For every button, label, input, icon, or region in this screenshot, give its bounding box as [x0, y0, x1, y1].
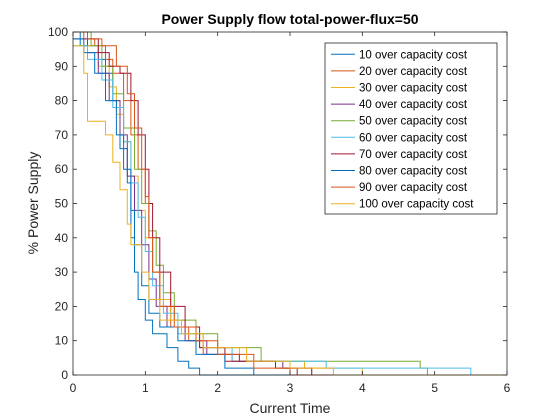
x-tick-label: 2 — [214, 381, 221, 395]
legend-label: 10 over capacity cost — [359, 49, 468, 61]
series-line-4 — [73, 38, 507, 376]
y-tick-label: 20 — [55, 299, 69, 313]
legend-label: 70 over capacity cost — [359, 149, 468, 161]
series-layer — [73, 31, 507, 376]
x-tick-label: 0 — [70, 381, 77, 395]
series-line-9 — [73, 31, 507, 376]
legend: 10 over capacity cost 20 over capacity co… — [324, 42, 498, 215]
y-axis-label: % Power Supply — [25, 152, 41, 255]
x-tick-label: 1 — [142, 381, 149, 395]
y-tick-label: 80 — [55, 94, 69, 108]
x-tick-label: 3 — [287, 381, 294, 395]
x-tick-label: 5 — [431, 381, 438, 395]
legend-label: 100 over capacity cost — [359, 199, 474, 211]
legend-label: 60 over capacity cost — [359, 132, 468, 144]
legend-label: 50 over capacity cost — [359, 116, 468, 128]
y-tick-label: 100 — [48, 25, 68, 39]
legend-label: 20 over capacity cost — [359, 66, 468, 78]
x-tick-label: 4 — [359, 381, 366, 395]
legend-label: 90 over capacity cost — [359, 182, 468, 194]
y-tick-label: 50 — [55, 197, 69, 211]
x-axis-label: Current Time — [250, 400, 331, 416]
legend-box — [324, 42, 498, 215]
series-line-5 — [73, 31, 507, 376]
y-tick-label: 30 — [55, 265, 69, 279]
y-tick-label: 0 — [61, 368, 68, 382]
y-tick-label: 10 — [55, 334, 69, 348]
legend-label: 40 over capacity cost — [359, 99, 468, 111]
y-tick-label: 90 — [55, 59, 69, 73]
series-line-1 — [73, 31, 507, 376]
y-tick-label: 60 — [55, 162, 69, 176]
legend-label: 80 over capacity cost — [359, 166, 468, 178]
x-tick-label: 6 — [504, 381, 511, 395]
y-tick-label: 40 — [55, 231, 69, 245]
y-tick-label: 70 — [55, 128, 69, 142]
legend-label: 30 over capacity cost — [359, 83, 468, 95]
chart-title: Power Supply flow total-power-flux=50 — [161, 11, 418, 27]
series-line-10 — [73, 45, 507, 376]
